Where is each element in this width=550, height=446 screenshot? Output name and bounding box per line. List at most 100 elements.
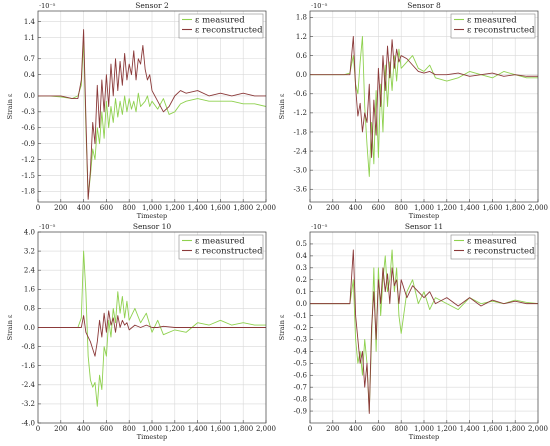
x-tick-label: 1,200 (437, 425, 457, 433)
y-tick-label: 0.0 (24, 92, 35, 100)
chart-title: Sensor 10 (133, 222, 172, 231)
y-tick-label: -2.4 (294, 147, 308, 155)
y-tick-label: -4.0 (22, 419, 36, 427)
y-tick-label: -1.2 (294, 109, 308, 117)
legend-label: ε reconstructed (195, 26, 263, 36)
series-line-measured (310, 36, 538, 177)
y-tick-label: -0.2 (294, 324, 308, 332)
x-tick-label: 200 (54, 204, 67, 212)
x-tick-label: 1,400 (188, 204, 208, 212)
x-tick-label: 2,000 (528, 204, 548, 212)
y-tick-label: -1.6 (22, 362, 36, 370)
x-tick-label: 400 (77, 425, 90, 433)
x-tick-label: 600 (100, 425, 113, 433)
legend-box (178, 13, 264, 39)
legend-label: ε reconstructed (467, 26, 535, 36)
x-tick-label: 1,400 (188, 425, 208, 433)
axis-exponent: ·10⁻⁵ (39, 2, 56, 10)
x-tick-label: 600 (372, 425, 385, 433)
x-tick-label: 1,600 (482, 204, 502, 212)
y-tick-label: -0.7 (294, 383, 308, 391)
y-tick-label: -0.1 (294, 312, 308, 320)
legend-label: ε reconstructed (467, 247, 535, 257)
x-tick-label: 600 (100, 204, 113, 212)
y-tick-label: -0.9 (294, 407, 308, 415)
x-axis-label: Timestep (137, 433, 167, 441)
y-tick-label: 4.0 (24, 228, 35, 236)
legend-box (450, 234, 536, 260)
series-line-reconstructed (38, 310, 266, 357)
y-tick-label: -0.8 (22, 343, 36, 351)
x-tick-label: 1,800 (505, 425, 525, 433)
y-tick-label: -0.5 (294, 360, 308, 368)
y-tick-label: 0.8 (24, 305, 35, 313)
y-tick-label: 1.6 (24, 286, 36, 294)
legend-label: ε measured (195, 16, 245, 26)
series-line-reconstructed (310, 36, 538, 158)
y-tick-label: -1.5 (22, 172, 36, 180)
x-tick-label: 2,000 (528, 425, 548, 433)
y-axis-label: Strain ε (6, 314, 14, 340)
x-tick-label: 2,000 (256, 425, 276, 433)
y-tick-label: 0.7 (24, 55, 35, 63)
y-axis-label: Strain ε (6, 93, 14, 119)
axis-exponent: ·10⁻⁵ (311, 223, 328, 231)
y-tick-label: 1.4 (24, 18, 36, 26)
x-tick-label: 800 (123, 425, 136, 433)
y-tick-label: 0.0 (296, 71, 307, 79)
chart-panel-4: 0 200 400 600 800 1,000 1,200 1,400 1,600 1,800 2,… (278, 222, 548, 441)
y-tick-label: 0.0 (24, 324, 35, 332)
series-line-reconstructed (310, 249, 538, 414)
y-tick-label: -3.0 (294, 166, 308, 174)
x-tick-label: 800 (123, 204, 136, 212)
axis-exponent: ·10⁻⁵ (311, 2, 328, 10)
chart-title: Sensor 8 (407, 1, 441, 10)
x-tick-label: 400 (349, 204, 362, 212)
legend-label: ε reconstructed (195, 247, 263, 257)
x-tick-label: 1,200 (165, 425, 185, 433)
series-line-measured (38, 250, 266, 407)
y-tick-label: 3.2 (24, 247, 35, 255)
x-tick-label: 1,600 (210, 425, 230, 433)
y-tick-label: 0.1 (296, 288, 307, 296)
x-tick-label: 1,000 (414, 204, 434, 212)
legend-label: ε measured (467, 237, 517, 247)
y-tick-label: -1.2 (22, 156, 36, 164)
y-tick-label: 2.4 (24, 267, 36, 275)
y-tick-label: 1.1 (24, 34, 35, 42)
axis-exponent: ·10⁻⁵ (39, 223, 56, 231)
y-tick-label: 0.4 (296, 252, 308, 260)
chart-panel-3: 0 200 400 600 800 1,000 1,200 1,400 1,600 1,800 2,… (6, 222, 276, 441)
x-tick-label: 400 (77, 204, 90, 212)
y-tick-label: 0.4 (24, 71, 36, 79)
y-tick-label: -0.6 (294, 90, 308, 98)
series-line-reconstructed (38, 29, 266, 200)
x-tick-label: 1,000 (414, 425, 434, 433)
x-tick-label: 1,800 (233, 425, 253, 433)
y-tick-label: 0.6 (296, 52, 308, 60)
x-tick-label: 0 (308, 425, 312, 433)
x-tick-label: 1,200 (437, 204, 457, 212)
y-tick-label: 1.2 (296, 33, 307, 41)
y-tick-label: 0.0 (296, 300, 307, 308)
chart-panel-2: 0 200 400 600 800 1,000 1,200 1,400 1,600 1,800 2,… (278, 1, 548, 220)
plot-frame (309, 231, 539, 424)
x-axis-label: Timestep (409, 212, 439, 220)
x-tick-label: 800 (395, 204, 408, 212)
legend-box (178, 234, 264, 260)
y-tick-label: -1.8 (22, 188, 36, 196)
y-tick-label: -3.2 (22, 400, 36, 408)
y-tick-label: -0.6 (22, 124, 36, 132)
y-tick-label: -2.4 (22, 381, 36, 389)
x-tick-label: 200 (326, 425, 339, 433)
x-tick-label: 200 (326, 204, 339, 212)
y-tick-label: 0.3 (296, 264, 307, 272)
legend-box (450, 13, 536, 39)
y-tick-label: -0.6 (294, 372, 308, 380)
y-tick-label: -0.3 (22, 108, 36, 116)
